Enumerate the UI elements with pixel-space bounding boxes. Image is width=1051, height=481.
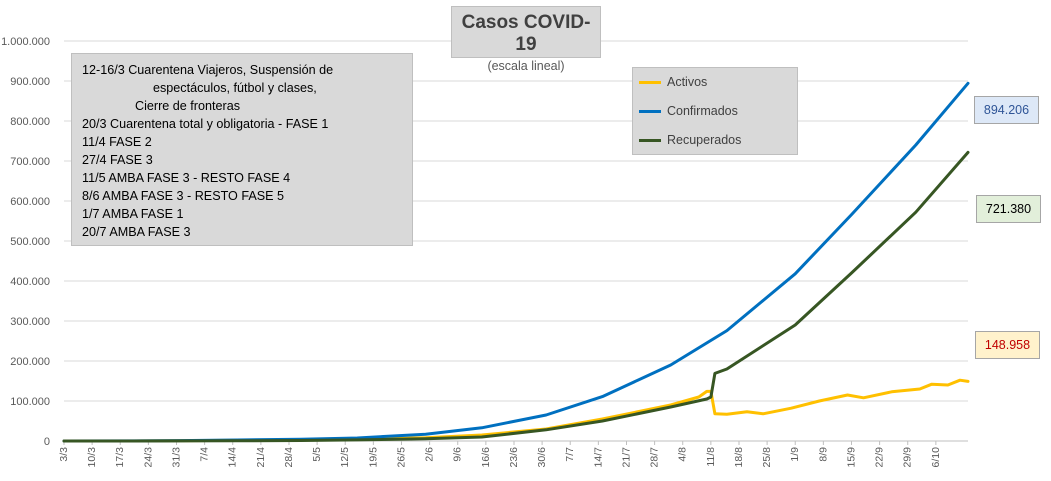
- y-tick-label: 400.000: [10, 276, 50, 288]
- x-tick-label: 10/3: [86, 447, 98, 468]
- y-tick-label: 100.000: [10, 396, 50, 408]
- y-tick-label: 300.000: [10, 316, 50, 328]
- note-line: espectáculos, fútbol y clases,: [153, 81, 317, 95]
- x-tick-label: 31/3: [170, 447, 182, 468]
- note-line: 1/7 AMBA FASE 1: [82, 207, 184, 221]
- x-tick-label: 24/3: [142, 447, 154, 468]
- legend: Activos Confirmados Recuperados: [632, 67, 798, 155]
- x-tick-label: 21/4: [255, 447, 267, 468]
- note-line: 11/4 FASE 2: [82, 135, 152, 149]
- legend-swatch-confirmados: [639, 109, 661, 113]
- y-tick-label: 0: [44, 436, 50, 448]
- y-tick-label: 500.000: [10, 236, 50, 248]
- chart-title-box: Casos COVID-19 (escala lineal): [451, 6, 601, 73]
- x-tick-label: 3/3: [58, 447, 70, 462]
- x-tick-label: 7/7: [564, 447, 576, 462]
- y-tick-label: 1.000.000: [1, 36, 50, 48]
- series-line-recuperados: [62, 150, 970, 443]
- end-value-recuperados: 721.380: [976, 195, 1041, 223]
- end-value-confirmados: 894.206: [974, 96, 1039, 124]
- x-tick-label: 18/8: [733, 447, 745, 468]
- legend-swatch-recuperados: [639, 138, 661, 142]
- legend-label-recuperados: Recuperados: [667, 133, 742, 147]
- legend-item-activos: Activos: [639, 73, 707, 91]
- x-tick-label: 30/6: [536, 447, 548, 468]
- y-tick-label: 600.000: [10, 196, 50, 208]
- x-tick-label: 25/8: [761, 447, 773, 468]
- note-line: 11/5 AMBA FASE 3 - RESTO FASE 4: [82, 171, 291, 185]
- legend-label-confirmados: Confirmados: [667, 104, 738, 118]
- x-tick-label: 4/8: [677, 447, 689, 462]
- legend-swatch-activos: [639, 80, 661, 84]
- y-tick-label: 800.000: [10, 116, 50, 128]
- legend-item-confirmados: Confirmados: [639, 102, 738, 120]
- x-tick-label: 11/8: [705, 447, 717, 467]
- x-tick-label: 19/5: [367, 447, 379, 468]
- x-tick-label: 22/9: [874, 447, 886, 468]
- note-line: 8/6 AMBA FASE 3 - RESTO FASE 5: [82, 189, 285, 203]
- x-tick-label: 16/6: [480, 447, 492, 468]
- x-tick-label: 21/7: [620, 447, 632, 468]
- note-line: 20/7 AMBA FASE 3: [82, 225, 191, 239]
- x-tick-label: 8/9: [817, 447, 829, 462]
- x-tick-label: 1/9: [789, 447, 801, 462]
- x-tick-label: 29/9: [902, 447, 914, 468]
- x-tick-label: 2/6: [424, 447, 436, 462]
- x-tick-label: 26/5: [395, 447, 407, 468]
- x-tick-label: 12/5: [339, 447, 351, 468]
- x-tick-label: 23/6: [508, 447, 520, 468]
- x-tick-label: 14/4: [227, 447, 239, 468]
- y-tick-label: 700.000: [10, 156, 50, 168]
- x-tick-label: 5/5: [311, 447, 323, 462]
- end-value-activos: 148.958: [975, 331, 1040, 359]
- chart-title: Casos COVID-19: [461, 12, 591, 55]
- legend-label-activos: Activos: [667, 75, 708, 89]
- y-tick-label: 200.000: [10, 356, 50, 368]
- x-tick-label: 9/6: [452, 447, 464, 462]
- x-tick-label: 7/4: [199, 447, 211, 462]
- x-tick-label: 14/7: [592, 447, 604, 468]
- note-line: 20/3 Cuarentena total y obligatoria - FA…: [82, 117, 329, 131]
- phase-notes-box: 12-16/3 Cuarentena Viajeros, Suspensión …: [71, 53, 413, 246]
- x-tick-label: 17/3: [114, 447, 126, 468]
- x-tick-label: 15/9: [845, 447, 857, 468]
- x-tick-label: 6/10: [930, 447, 942, 468]
- note-line: 12-16/3 Cuarentena Viajeros, Suspensión …: [82, 63, 334, 77]
- note-line: 27/4 FASE 3: [82, 153, 153, 167]
- x-tick-label: 28/4: [283, 447, 295, 468]
- y-tick-label: 900.000: [10, 76, 50, 88]
- x-tick-label: 28/7: [649, 447, 661, 468]
- note-line: Cierre de fronteras: [135, 99, 240, 113]
- chart-subtitle: (escala lineal): [487, 59, 565, 73]
- legend-item-recuperados: Recuperados: [639, 131, 741, 149]
